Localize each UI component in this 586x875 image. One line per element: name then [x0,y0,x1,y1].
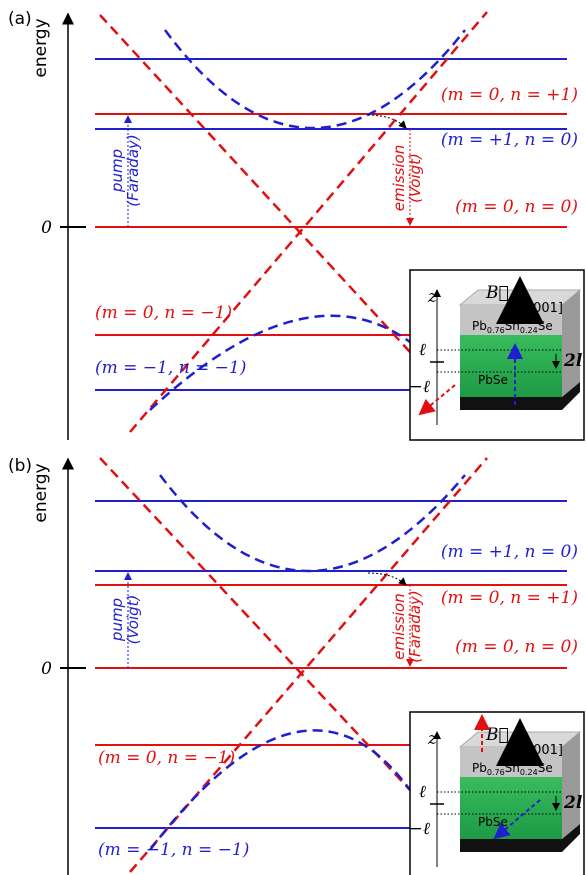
formula-part: Se [538,319,553,333]
formula-part: Pb [472,761,487,775]
level-label: (m = 0, n = 0) [455,637,578,657]
lower-label: −ℓ [409,819,430,839]
bottom-layer-label: PbSe [478,815,508,829]
formula-part: Sn [505,319,520,333]
level-label: (m = −1, n = −1) [98,840,249,860]
z-label: z [427,729,438,749]
relax-arrow [368,115,406,128]
level-label: (m = 0, n = +1) [441,588,578,608]
panel-label: (b) [8,456,32,476]
level-label: (m = 0, n = −1) [95,303,232,323]
formula-part: 0.24 [520,326,538,335]
band-parabola [160,475,465,571]
panel-label: (a) [8,9,32,29]
field-label: B⃗ [485,725,509,745]
width-label: 2l [563,793,583,813]
formula-part: 0.76 [487,768,505,777]
upper-label: ℓ [419,340,426,360]
formula-part: Pb [472,319,487,333]
direction-label: [001] [528,301,563,316]
formula-part: 0.24 [520,768,538,777]
field-label: B⃗ [485,283,509,303]
formula-part: Sn [505,761,520,775]
slab-side [562,290,580,397]
width-label: 2l [563,351,583,371]
formula-part: 0.76 [487,326,505,335]
zero-label: 0 [41,218,52,238]
level-label: (m = −1, n = −1) [95,358,246,378]
top-layer-label: Pb0.76Sn0.24Se [472,319,553,335]
emission-label: (Voigt) [406,153,424,203]
direction-label: [001] [528,743,563,758]
level-label: (m = 0, n = 0) [455,197,578,217]
top-layer-label: Pb0.76Sn0.24Se [472,761,553,777]
z-label: z [427,287,438,307]
pump-label: (Faraday) [124,134,142,206]
formula-part: Se [538,761,553,775]
lower-label: −ℓ [409,377,430,397]
level-label: (m = 0, n = −1) [98,748,235,768]
level-label: (m = +1, n = 0) [441,542,578,562]
level-label: (m = +1, n = 0) [441,130,578,150]
bottom-layer-label: PbSe [478,373,508,387]
axis-label: energy [31,463,51,522]
axis-label: energy [31,18,51,77]
zero-label: 0 [41,659,52,679]
pump-label: (Voigt) [124,595,142,645]
upper-label: ℓ [419,782,426,802]
band-dashed [100,458,410,790]
figure: (a)energy0(m = 0, n = +1)(m = +1, n = 0)… [0,0,586,875]
level-label: (m = 0, n = +1) [441,85,578,105]
band-dashed [100,15,410,352]
slab-side [562,732,580,839]
emission-label: (Faraday) [406,590,424,662]
